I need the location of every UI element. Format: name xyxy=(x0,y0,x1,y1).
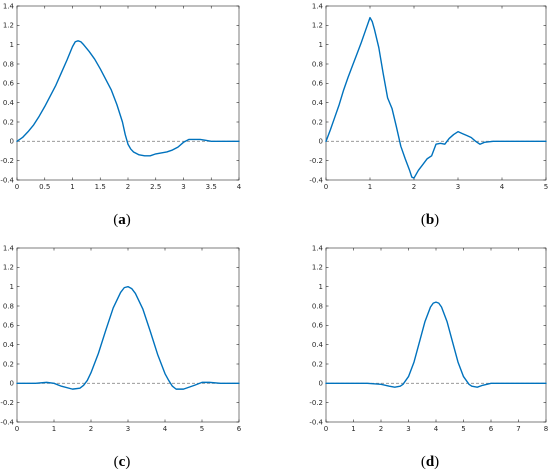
x-tick-label: 5 xyxy=(200,425,204,433)
y-tick-label: -0.2 xyxy=(309,399,323,407)
panel-caption-letter: b xyxy=(426,212,434,228)
panel-caption: (d) xyxy=(421,454,439,470)
y-tick-label: 0 xyxy=(10,380,14,388)
y-tick-label: 1 xyxy=(319,283,323,291)
x-tick-label: 5 xyxy=(544,183,548,191)
x-tick-label: 3 xyxy=(456,183,460,191)
panel-caption-letter: c xyxy=(119,454,126,470)
x-tick-label: 1.5 xyxy=(95,183,106,191)
y-tick-label: 0 xyxy=(10,138,14,146)
x-tick-label: 1 xyxy=(70,183,74,191)
axes-box xyxy=(16,247,240,423)
y-tick-label: 1.4 xyxy=(312,2,324,10)
chart-panel-c: -0.4 -0.2 0 0.2 0.4 0.6 0.8 1 1.2 1.4 0 1 2 3 4 5 6 (c) xyxy=(0,244,241,470)
y-tick-label: 1.2 xyxy=(3,22,14,30)
x-tick-label: 6 xyxy=(489,425,494,433)
x-tick-label: 8 xyxy=(544,425,548,433)
y-tick-label: -0.4 xyxy=(0,176,14,184)
x-tick-label: 1 xyxy=(351,425,355,433)
y-tick-label: 0.8 xyxy=(312,302,323,310)
x-tick-label: 5 xyxy=(461,425,465,433)
x-tick-label: 3 xyxy=(126,425,130,433)
y-tick-label: -0.2 xyxy=(309,157,323,165)
x-tick-label: 0 xyxy=(324,183,328,191)
y-tick-label: 0 xyxy=(319,138,323,146)
x-tick-label: 4 xyxy=(237,183,242,191)
chart-panel-b: -0.4 -0.2 0 0.2 0.4 0.6 0.8 1 1.2 1.4 0 1 2 3 4 5 (b) xyxy=(309,2,548,228)
y-tick-label: -0.4 xyxy=(309,418,323,426)
x-tick-label: 2 xyxy=(89,425,93,433)
x-tick-label: 4 xyxy=(434,425,439,433)
y-tick-label: 1.2 xyxy=(3,264,14,272)
x-tick-label: 1 xyxy=(52,425,56,433)
series-line xyxy=(16,285,240,390)
y-tick-label: 0.4 xyxy=(3,99,15,107)
y-tick-label: 0.4 xyxy=(3,341,15,349)
y-tick-label: 0.2 xyxy=(312,360,323,368)
x-tick-label: 0 xyxy=(15,425,19,433)
y-tick-label: 0.2 xyxy=(3,360,14,368)
y-tick-label: 1.2 xyxy=(312,264,323,272)
y-tick-label: 0 xyxy=(319,380,323,388)
y-tick-label: 0.6 xyxy=(3,322,15,330)
panel-caption-letter: d xyxy=(426,454,435,470)
y-tick-label: -0.2 xyxy=(0,399,14,407)
x-tick-label: 0 xyxy=(15,183,19,191)
y-tick-label: 0.8 xyxy=(312,60,323,68)
x-tick-label: 6 xyxy=(237,425,242,433)
x-tick-label: 2 xyxy=(379,425,383,433)
y-tick-label: 0.6 xyxy=(312,80,324,88)
y-tick-label: 0.4 xyxy=(312,99,324,107)
x-tick-label: 3.5 xyxy=(206,183,217,191)
x-tick-label: 3 xyxy=(181,183,185,191)
y-tick-label: 0.4 xyxy=(312,341,324,349)
panel-caption: (c) xyxy=(114,454,131,470)
x-tick-label: 1 xyxy=(368,183,372,191)
axes-box xyxy=(325,247,547,423)
panel-caption: (a) xyxy=(113,212,131,228)
y-tick-label: 0.6 xyxy=(3,80,15,88)
y-tick-label: 0.8 xyxy=(3,60,14,68)
x-tick-label: 0 xyxy=(324,425,328,433)
y-tick-label: 1.4 xyxy=(312,244,324,252)
y-tick-label: -0.4 xyxy=(0,418,14,426)
panel-caption: (b) xyxy=(421,212,439,228)
y-tick-label: 0.6 xyxy=(312,322,324,330)
x-tick-label: 2.5 xyxy=(150,183,161,191)
x-tick-label: 4 xyxy=(500,183,505,191)
series-line xyxy=(325,301,547,388)
y-tick-label: 0.8 xyxy=(3,302,14,310)
x-tick-label: 0.5 xyxy=(39,183,50,191)
y-tick-label: -0.2 xyxy=(0,157,14,165)
x-tick-label: 4 xyxy=(163,425,168,433)
chart-panel-d: -0.4 -0.2 0 0.2 0.4 0.6 0.8 1 1.2 1.4 0 1 2 3 4 5 6 7 8 (d) xyxy=(309,244,548,470)
x-tick-label: 2 xyxy=(412,183,416,191)
series-line xyxy=(16,40,240,157)
x-tick-label: 7 xyxy=(516,425,520,433)
x-tick-label: 2 xyxy=(126,183,130,191)
y-tick-label: 1 xyxy=(10,283,14,291)
series-line xyxy=(325,16,547,179)
chart-panel-a: -0.4 -0.2 0 0.2 0.4 0.6 0.8 1 1.2 1.4 0 0.5 1 1.5 2 2.5… xyxy=(0,2,241,228)
panel-caption-letter: a xyxy=(118,212,126,228)
y-tick-label: 1.4 xyxy=(3,2,15,10)
y-tick-label: 1.4 xyxy=(3,244,15,252)
x-tick-label: 3 xyxy=(406,425,410,433)
y-tick-label: 1 xyxy=(319,41,323,49)
y-tick-label: 1.2 xyxy=(312,22,323,30)
axes-box xyxy=(325,5,547,181)
axes-box xyxy=(16,5,240,181)
y-tick-label: 0.2 xyxy=(3,118,14,126)
y-tick-label: 0.2 xyxy=(312,118,323,126)
y-tick-label: 1 xyxy=(10,41,14,49)
y-tick-label: -0.4 xyxy=(309,176,323,184)
